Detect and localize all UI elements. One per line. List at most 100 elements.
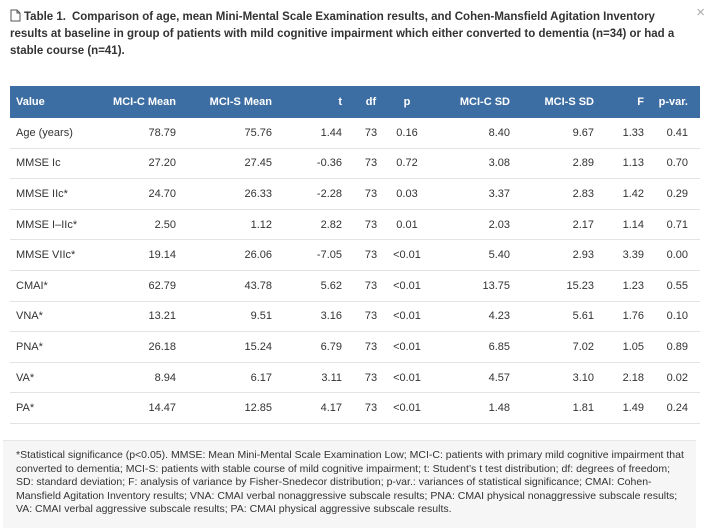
table-cell: 2.18 bbox=[606, 362, 656, 394]
table-cell: 3.39 bbox=[606, 239, 656, 271]
table-cell: 0.29 bbox=[656, 178, 700, 210]
table-cell: 2.03 bbox=[426, 209, 522, 241]
column-header: MCI-C SD bbox=[426, 86, 522, 118]
table-cell: 1.48 bbox=[426, 392, 522, 424]
table-cell: -2.28 bbox=[284, 178, 354, 210]
table-cell: 15.23 bbox=[522, 270, 606, 302]
table-cell: 0.00 bbox=[656, 239, 700, 271]
table-cell: 3.37 bbox=[426, 178, 522, 210]
table-cell: VA* bbox=[10, 362, 102, 394]
table-cell: 1.42 bbox=[606, 178, 656, 210]
table-cell: Age (years) bbox=[10, 118, 102, 149]
table-cell: PNA* bbox=[10, 331, 102, 363]
column-header: Value bbox=[10, 86, 102, 118]
table-cell: 73 bbox=[354, 392, 388, 424]
table-cell: MMSE I–IIc* bbox=[10, 209, 102, 241]
table-cell: 4.57 bbox=[426, 362, 522, 394]
table-row: MMSE IIc* 24.70 26.33 -2.28 73 0.03 3.37 2.83 1.… bbox=[10, 178, 700, 210]
table-cell: 27.45 bbox=[188, 148, 284, 180]
table-cell: 8.94 bbox=[102, 362, 188, 394]
table-cell: 1.81 bbox=[522, 392, 606, 424]
table-row: Age (years) 78.79 75.76 1.44 73 0.16 8.40 9.67 1… bbox=[10, 118, 700, 149]
table-row: PNA* 26.18 15.24 6.79 73 <0.01 6.85 7.02 1.05 0.8… bbox=[10, 331, 700, 363]
column-header: p bbox=[388, 86, 426, 118]
column-header: MCI-S Mean bbox=[188, 86, 284, 118]
table-cell: 2.17 bbox=[522, 209, 606, 241]
table-cell: 4.17 bbox=[284, 392, 354, 424]
column-header: p-var. bbox=[656, 86, 700, 118]
table-cell: 2.93 bbox=[522, 239, 606, 271]
table-cell: <0.01 bbox=[388, 301, 426, 333]
table-cell: 0.71 bbox=[656, 209, 700, 241]
table-cell: 5.62 bbox=[284, 270, 354, 302]
table-cell: VNA* bbox=[10, 301, 102, 333]
column-header: F bbox=[606, 86, 656, 118]
table-cell: 2.82 bbox=[284, 209, 354, 241]
table-cell: MMSE Ic bbox=[10, 148, 102, 180]
table-cell: 24.70 bbox=[102, 178, 188, 210]
table-cell: 3.16 bbox=[284, 301, 354, 333]
table-row: VA* 8.94 6.17 3.11 73 <0.01 4.57 3.10 2.18 0.02 bbox=[10, 362, 700, 394]
table-cell: 1.13 bbox=[606, 148, 656, 180]
data-table: Value MCI-C Mean MCI-S Mean t df p MCI-C SD MCI… bbox=[10, 86, 700, 424]
table-cell: 14.47 bbox=[102, 392, 188, 424]
table-row: MMSE Ic 27.20 27.45 -0.36 73 0.72 3.08 2.89 1.13… bbox=[10, 148, 700, 180]
table-label: Table 1. bbox=[24, 11, 66, 23]
table-cell: -0.36 bbox=[284, 148, 354, 180]
table-row: PA* 14.47 12.85 4.17 73 <0.01 1.48 1.81 1.49 0.24 bbox=[10, 392, 700, 424]
column-header: MCI-C Mean bbox=[102, 86, 188, 118]
table-cell: 73 bbox=[354, 270, 388, 302]
table-cell: <0.01 bbox=[388, 362, 426, 394]
table-cell: 73 bbox=[354, 178, 388, 210]
footnote: *Statistical significance (p<0.05). MMSE… bbox=[3, 440, 696, 528]
table-cell: 1.12 bbox=[188, 209, 284, 241]
table-cell: 73 bbox=[354, 209, 388, 241]
table-cell: MMSE VIIc* bbox=[10, 239, 102, 271]
table-cell: 73 bbox=[354, 301, 388, 333]
table-cell: -7.05 bbox=[284, 239, 354, 271]
table-cell: 26.18 bbox=[102, 331, 188, 363]
table-cell: 0.70 bbox=[656, 148, 700, 180]
table-cell: 1.33 bbox=[606, 118, 656, 149]
table-cell: 1.05 bbox=[606, 331, 656, 363]
table-cell: 1.44 bbox=[284, 118, 354, 149]
table-cell: 1.23 bbox=[606, 270, 656, 302]
table-row: MMSE VIIc* 19.14 26.06 -7.05 73 <0.01 5.40 2.93… bbox=[10, 239, 700, 271]
table-row: VNA* 13.21 9.51 3.16 73 <0.01 4.23 5.61 1.76 0.10 bbox=[10, 301, 700, 333]
table-cell: 13.21 bbox=[102, 301, 188, 333]
table-cell: 2.50 bbox=[102, 209, 188, 241]
table-cell: 6.79 bbox=[284, 331, 354, 363]
table-cell: 0.03 bbox=[388, 178, 426, 210]
caption: Table 1. Comparison of age, mean Mini-Men… bbox=[10, 9, 690, 60]
table-cell: 5.61 bbox=[522, 301, 606, 333]
doc-icon bbox=[10, 9, 21, 22]
header-row: Value MCI-C Mean MCI-S Mean t df p MCI-C SD MCI… bbox=[10, 86, 700, 118]
table-cell: 13.75 bbox=[426, 270, 522, 302]
table-cell: <0.01 bbox=[388, 239, 426, 271]
column-header: df bbox=[354, 86, 388, 118]
table-cell: 27.20 bbox=[102, 148, 188, 180]
table-cell: CMAI* bbox=[10, 270, 102, 302]
table-cell: 78.79 bbox=[102, 118, 188, 149]
table-cell: 1.49 bbox=[606, 392, 656, 424]
table-cell: 73 bbox=[354, 148, 388, 180]
table-cell: 8.40 bbox=[426, 118, 522, 149]
close-button[interactable]: × bbox=[696, 4, 705, 21]
table-cell: 0.02 bbox=[656, 362, 700, 394]
caption-text: Comparison of age, mean Mini-Mental Scal… bbox=[10, 11, 675, 57]
table-cell: 6.85 bbox=[426, 331, 522, 363]
table-cell: 3.11 bbox=[284, 362, 354, 394]
table-cell: 2.83 bbox=[522, 178, 606, 210]
table-cell: 62.79 bbox=[102, 270, 188, 302]
table-cell: 19.14 bbox=[102, 239, 188, 271]
table-cell: 0.01 bbox=[388, 209, 426, 241]
table-cell: <0.01 bbox=[388, 331, 426, 363]
table-cell: 2.89 bbox=[522, 148, 606, 180]
table-row: CMAI* 62.79 43.78 5.62 73 <0.01 13.75 15.23 1.23… bbox=[10, 270, 700, 302]
table-cell: 73 bbox=[354, 362, 388, 394]
table-cell: 73 bbox=[354, 118, 388, 149]
table-cell: 0.72 bbox=[388, 148, 426, 180]
table-cell: PA* bbox=[10, 392, 102, 424]
table-cell: 0.10 bbox=[656, 301, 700, 333]
table-cell: 9.67 bbox=[522, 118, 606, 149]
